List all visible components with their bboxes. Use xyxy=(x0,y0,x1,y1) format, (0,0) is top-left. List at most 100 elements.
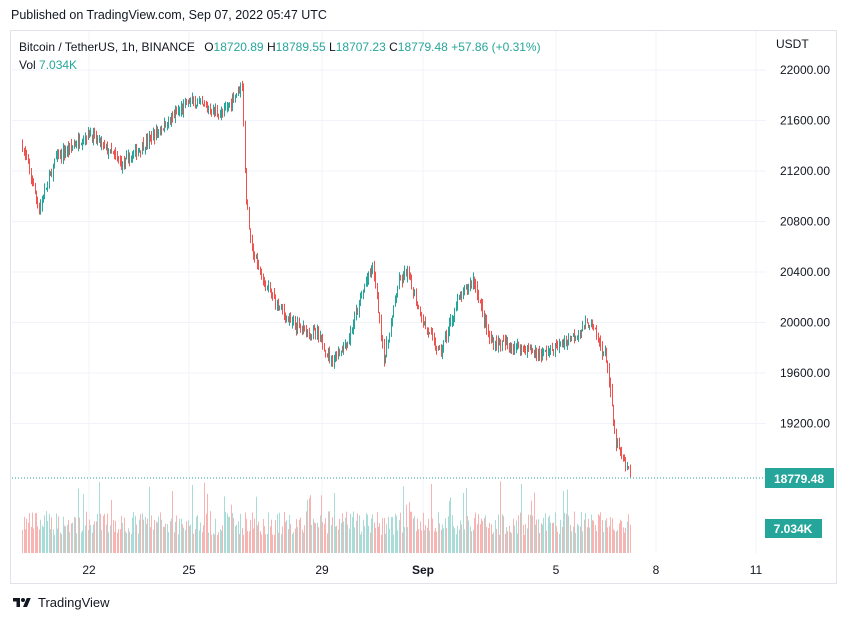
candle-body xyxy=(630,468,631,474)
candle-body xyxy=(591,320,592,327)
candle-body xyxy=(467,286,468,289)
candle-body xyxy=(181,107,182,111)
candle-body xyxy=(407,271,408,277)
volume-bar xyxy=(139,519,140,553)
volume-bar xyxy=(391,517,392,553)
candle-body xyxy=(370,271,371,273)
volume-bar xyxy=(480,524,481,553)
volume-bar xyxy=(363,519,364,553)
volume-bar xyxy=(171,518,172,553)
symbol-label[interactable]: Bitcoin / TetherUS, 1h, BINANCE xyxy=(19,40,195,54)
candle-body xyxy=(357,311,358,313)
candle-body xyxy=(140,150,141,152)
volume-bar xyxy=(142,513,143,553)
volume-bar xyxy=(189,526,190,553)
volume-bar xyxy=(539,533,540,553)
candle-body xyxy=(470,282,471,288)
volume-bar xyxy=(190,524,191,553)
x-tick-label: 11 xyxy=(750,563,763,577)
volume-bar xyxy=(220,529,221,553)
volume-bar xyxy=(72,522,73,553)
candle-body xyxy=(85,137,86,141)
candle-body xyxy=(485,319,486,322)
footer-brand[interactable]: TradingView xyxy=(11,595,110,610)
candle-body xyxy=(243,86,244,126)
candle-body xyxy=(189,100,190,104)
candle-body xyxy=(454,309,455,318)
volume-bar xyxy=(541,523,542,553)
volume-bar xyxy=(617,529,618,553)
candle-body xyxy=(431,332,432,334)
candle-body xyxy=(418,306,419,308)
candle-body xyxy=(607,361,608,369)
candle-body xyxy=(410,278,411,280)
volume-bar xyxy=(352,517,353,553)
candle-body xyxy=(284,310,285,315)
candle-body xyxy=(160,130,161,132)
candle-body xyxy=(304,325,305,327)
candle-body xyxy=(436,347,437,350)
volume-bar xyxy=(185,530,186,553)
volume-bar xyxy=(297,527,298,553)
volume-bar xyxy=(179,518,180,553)
candle-body xyxy=(385,356,386,362)
volume-bar xyxy=(225,511,226,553)
volume-bar xyxy=(630,524,631,553)
volume-bar xyxy=(176,515,177,553)
candle-body xyxy=(530,347,531,350)
volume-bar xyxy=(468,520,469,553)
candle-body xyxy=(600,341,601,347)
volume-bar xyxy=(502,514,503,553)
candle-body xyxy=(104,143,105,146)
candle-body xyxy=(311,334,312,336)
candle-body xyxy=(325,351,326,354)
low-label: L xyxy=(329,40,336,54)
volume-bar xyxy=(81,532,82,553)
candle-body xyxy=(399,279,400,289)
candle-body xyxy=(286,317,287,320)
candle-body xyxy=(500,342,501,347)
candle-body xyxy=(192,99,193,101)
candle-body xyxy=(215,109,216,112)
candle-body xyxy=(290,318,291,323)
candle-body xyxy=(428,328,429,334)
volume-bar xyxy=(570,525,571,553)
candle-body xyxy=(29,163,30,171)
volume-bar xyxy=(338,529,339,553)
volume-bar xyxy=(406,504,407,553)
candle-body xyxy=(261,272,262,280)
volume-bar xyxy=(238,521,239,553)
volume-bar xyxy=(121,515,122,553)
y-tick-label: 19600.00 xyxy=(780,366,830,380)
volume-bar xyxy=(506,527,507,553)
candle-body xyxy=(510,345,511,349)
candle-body xyxy=(103,142,104,144)
volume-bar xyxy=(574,511,575,553)
volume-bar xyxy=(61,534,62,553)
last-price-text: 18779.48 xyxy=(774,472,824,486)
candle-body xyxy=(566,341,567,345)
volume-bar xyxy=(346,511,347,553)
volume-bar xyxy=(456,534,457,553)
candle-body xyxy=(124,161,125,165)
candle-body xyxy=(617,444,618,447)
volume-bar xyxy=(207,493,208,553)
chart-frame[interactable] xyxy=(10,30,837,584)
candle-body xyxy=(186,101,187,105)
candle-body xyxy=(185,101,186,104)
candle-body xyxy=(240,83,241,91)
volume-bar xyxy=(598,514,599,553)
candle-body xyxy=(525,348,526,353)
volume-bar xyxy=(129,531,130,553)
candle-body xyxy=(612,390,613,406)
candle-body xyxy=(82,142,83,144)
volume-bar xyxy=(75,517,76,553)
candle-body xyxy=(274,294,275,298)
candle-body xyxy=(374,263,375,276)
candle-body xyxy=(111,149,112,153)
candle-body xyxy=(511,347,512,349)
volume-bar xyxy=(607,527,608,553)
volume-bar xyxy=(524,534,525,553)
candle-body xyxy=(564,341,565,345)
